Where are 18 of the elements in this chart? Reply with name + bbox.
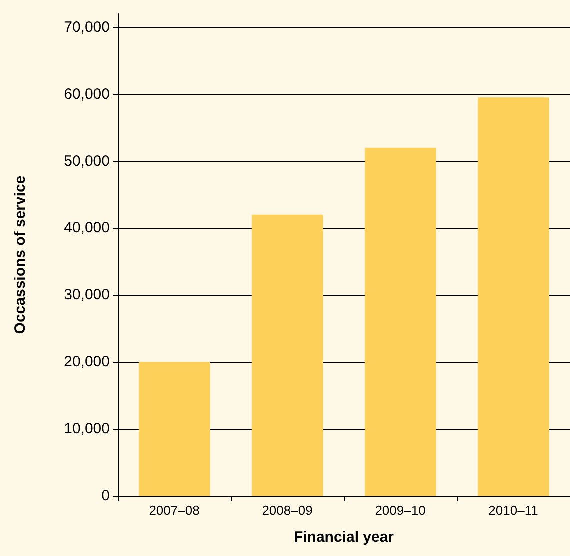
y-tick-label: 0 [102, 488, 110, 504]
bar [252, 214, 324, 496]
y-tick-label: 40,000 [64, 220, 110, 237]
x-axis-title: Financial year [294, 529, 394, 546]
y-tick-label: 70,000 [64, 18, 110, 36]
y-tick-label: 50,000 [64, 152, 110, 170]
bar [478, 98, 550, 496]
bar [138, 362, 210, 496]
x-tick-label: 2008–09 [262, 503, 313, 518]
y-tick-label: 10,000 [64, 420, 110, 438]
y-axis-title: Occassions of service [12, 176, 29, 334]
y-tick-label: 20,000 [64, 354, 110, 371]
x-tick-label: 2009–10 [375, 503, 426, 518]
y-tick-label: 30,000 [64, 286, 110, 304]
bar [364, 148, 436, 496]
x-tick-label: 2010–11 [488, 503, 538, 518]
y-tick-label: 60,000 [64, 86, 110, 103]
x-tick-label: 2007–08 [149, 503, 200, 518]
